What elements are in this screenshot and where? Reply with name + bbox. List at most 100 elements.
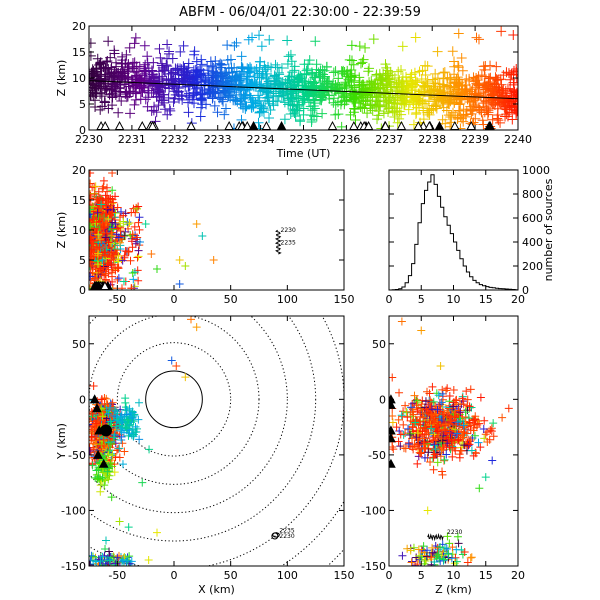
source-point [222,40,233,51]
source-point [443,406,452,415]
figure-title: ABFM - 06/04/01 22:30:00 - 22:39:59 [179,5,421,20]
source-point [276,62,287,73]
source-point [372,96,383,107]
source-point [253,96,264,107]
source-point [429,465,438,474]
source-point [142,51,153,62]
source-point [449,402,458,411]
source-point [315,94,326,105]
source-point [115,562,124,566]
source-point [408,422,417,431]
y-tick-label: -50 [68,449,86,462]
source-point [410,391,419,400]
source-point [283,93,294,104]
source-point [202,60,213,71]
source-point [117,55,128,66]
x-tick-label: 150 [334,293,355,306]
source-point [89,82,97,93]
source-point [209,256,218,264]
histogram-bar [437,196,440,290]
source-point [389,418,397,427]
xz-frame [88,169,345,291]
source-point [310,36,321,47]
source-point [262,92,273,103]
source-point [486,96,497,107]
source-point [440,418,449,427]
source-point [171,86,182,97]
source-point [108,450,117,459]
range-ring [145,370,203,429]
source-point [122,424,131,433]
source-point [208,86,219,97]
source-point [116,95,127,106]
source-point [125,86,136,97]
source-point [371,91,382,102]
source-point [481,80,492,91]
source-point [423,387,432,396]
source-point [430,68,441,79]
source-point [135,398,144,407]
source-point [102,469,111,478]
source-point [429,433,438,442]
source-point [346,72,357,83]
x-tick-label: 2234 [247,133,275,146]
source-point [428,382,437,391]
source-point [469,424,478,433]
source-point [95,235,104,244]
source-point [431,445,440,454]
source-point [127,208,136,217]
source-point [110,83,121,94]
source-point [103,555,112,564]
source-point [139,40,150,51]
source-point [115,68,126,79]
source-point [256,106,267,117]
y-tick-label: -100 [361,504,386,517]
source-point [458,394,467,403]
source-point [143,92,154,103]
source-point [128,230,137,239]
source-point [463,558,472,566]
source-point [423,107,434,118]
source-point [474,438,483,447]
histogram-bar [405,283,408,290]
source-point [297,97,308,108]
station-cluster [100,424,112,437]
source-point [148,105,159,116]
source-point [429,96,440,107]
source-point [154,86,165,97]
source-point [109,48,120,59]
source-point [396,84,407,95]
y-axis-title: Y (km) [55,423,68,460]
source-point [264,113,275,124]
station-marker [276,120,287,130]
source-point [203,72,214,83]
source-point [481,473,490,482]
source-point [471,32,482,43]
source-point [217,72,228,83]
source-point [158,65,169,76]
source-point [101,191,110,200]
source-point [503,68,514,79]
source-point [479,424,488,433]
station-marker [93,449,103,459]
source-point [403,413,412,422]
source-point [123,416,132,425]
source-point [441,420,450,429]
source-point [116,232,125,241]
source-point [456,52,467,63]
source-point [462,387,471,396]
source-point [147,69,158,80]
source-point [408,434,417,443]
x-tick-label: 2238 [418,133,446,146]
y-tick-label: 200 [522,260,543,273]
source-point [387,106,398,117]
flash-track [427,532,444,542]
source-point [434,78,445,89]
source-point [470,431,479,440]
y-tick-label: 5 [79,98,86,111]
source-point [481,430,490,439]
source-point [124,247,133,256]
source-point [89,222,95,231]
source-point [253,117,264,128]
source-point [348,59,359,70]
